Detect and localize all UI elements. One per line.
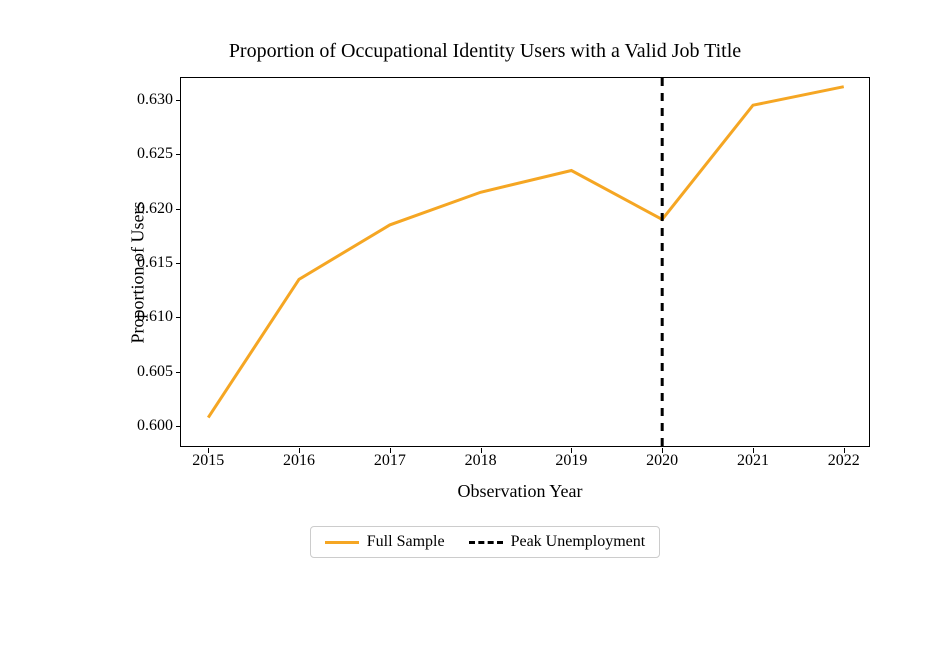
y-tick-mark [176, 372, 181, 373]
x-tick-mark [753, 448, 754, 453]
y-tick-mark [176, 209, 181, 210]
legend-item: Full Sample [325, 533, 445, 551]
y-tick-label: 0.605 [137, 363, 173, 381]
y-tick-mark [176, 154, 181, 155]
x-tick-label: 2018 [465, 452, 497, 470]
chart-title: Proportion of Occupational Identity User… [110, 40, 860, 63]
x-tick-mark [299, 448, 300, 453]
plot-area: 0.6000.6050.6100.6150.6200.6250.63020152… [180, 77, 870, 447]
x-tick-label: 2021 [737, 452, 769, 470]
x-tick-mark [662, 448, 663, 453]
x-tick-mark [390, 448, 391, 453]
legend: Full Sample Peak Unemployment [310, 526, 660, 558]
x-tick-label: 2017 [374, 452, 406, 470]
x-tick-label: 2015 [192, 452, 224, 470]
y-tick-label: 0.630 [137, 91, 173, 109]
x-axis-label: Observation Year [180, 481, 860, 502]
x-tick-mark [844, 448, 845, 453]
x-tick-mark [571, 448, 572, 453]
y-tick-mark [176, 100, 181, 101]
legend-item: Peak Unemployment [469, 533, 646, 551]
x-tick-mark [481, 448, 482, 453]
y-tick-mark [176, 263, 181, 264]
series-line [208, 87, 844, 418]
plot-svg [181, 78, 871, 448]
x-tick-label: 2016 [283, 452, 315, 470]
legend-swatch [325, 541, 359, 544]
x-tick-mark [208, 448, 209, 453]
chart-container: Proportion of Occupational Identity User… [110, 40, 860, 540]
x-tick-label: 2020 [646, 452, 678, 470]
y-tick-label: 0.625 [137, 145, 173, 163]
y-tick-mark [176, 426, 181, 427]
y-tick-mark [176, 317, 181, 318]
y-axis-label: Proportion of Users [128, 183, 149, 363]
legend-swatch [469, 541, 503, 544]
y-tick-label: 0.600 [137, 417, 173, 435]
x-tick-label: 2019 [555, 452, 587, 470]
x-tick-label: 2022 [828, 452, 860, 470]
legend-label: Full Sample [367, 533, 445, 551]
legend-label: Peak Unemployment [511, 533, 646, 551]
